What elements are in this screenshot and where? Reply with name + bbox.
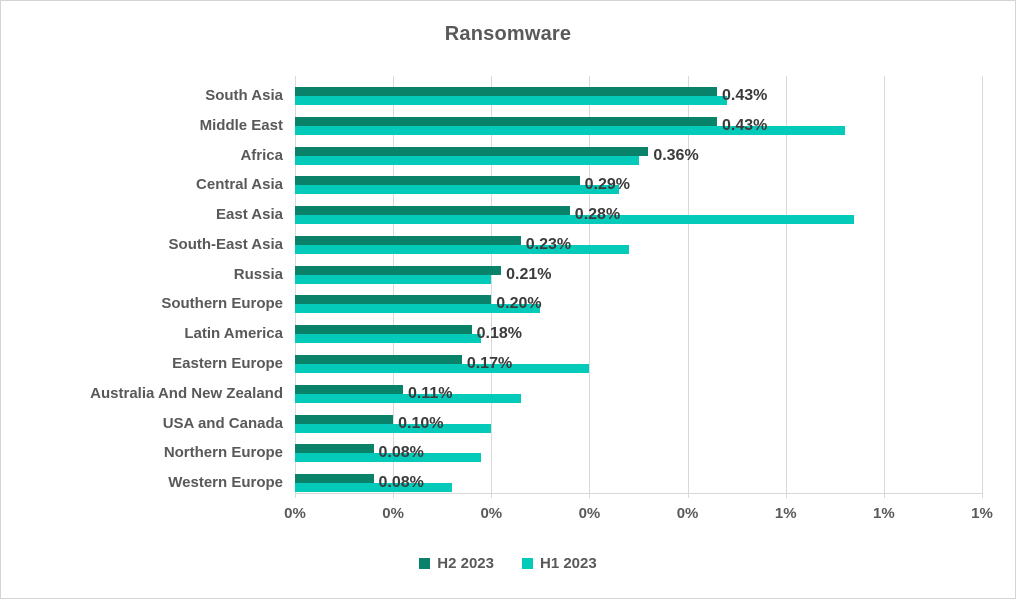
legend: H2 2023 H1 2023 <box>1 555 1015 572</box>
bar-h1-2023-australia-and-new-zealand[interactable] <box>295 393 521 403</box>
bar-h1-2023-central-asia[interactable] <box>295 185 619 195</box>
category-label-western-europe: Western Europe <box>168 474 283 492</box>
x-axis-line <box>295 493 982 494</box>
bar-h2-2023-latin-america[interactable] <box>295 325 472 335</box>
bar-h2-2023-middle-east[interactable] <box>295 116 717 126</box>
category-label-south-east-asia: South-East Asia <box>168 235 283 253</box>
category-label-northern-europe: Northern Europe <box>163 444 283 462</box>
data-label-south-asia: 0.43% <box>722 86 768 104</box>
data-label-central-asia: 0.29% <box>584 176 630 194</box>
bar-h2-2023-east-asia[interactable] <box>295 206 570 216</box>
x-tick-label: 0% <box>480 505 503 522</box>
gridline <box>295 76 296 493</box>
gridline <box>393 76 395 493</box>
axis-tick-mark <box>589 493 591 498</box>
axis-tick-mark <box>295 493 296 498</box>
bar-h1-2023-east-asia[interactable] <box>295 215 855 225</box>
bar-h1-2023-eastern-europe[interactable] <box>295 364 590 374</box>
x-tick-label: 0% <box>578 505 601 522</box>
legend-label: H2 2023 <box>437 555 494 572</box>
bar-h1-2023-africa[interactable] <box>295 155 639 165</box>
bar-h1-2023-south-east-asia[interactable] <box>295 244 629 254</box>
legend-label: H1 2023 <box>540 555 597 572</box>
data-label-latin-america: 0.18% <box>476 325 523 343</box>
bar-h2-2023-south-asia[interactable] <box>295 86 717 96</box>
data-label-eastern-europe: 0.17% <box>466 355 513 373</box>
x-tick-label: 0% <box>676 505 699 522</box>
data-label-western-europe: 0.08% <box>378 474 424 492</box>
axis-tick-mark <box>491 493 493 498</box>
data-label-africa: 0.36% <box>653 146 699 164</box>
gridline <box>589 76 591 493</box>
category-label-usa-and-canada: USA and Canada <box>162 414 283 432</box>
data-label-east-asia: 0.28% <box>574 206 621 224</box>
data-label-usa-and-canada: 0.10% <box>398 414 444 432</box>
category-label-middle-east: Middle East <box>199 116 283 134</box>
legend-swatch-icon <box>522 558 533 569</box>
bar-h1-2023-western-europe[interactable] <box>295 483 453 493</box>
bar-h2-2023-australia-and-new-zealand[interactable] <box>295 384 403 394</box>
axis-tick-mark <box>883 493 885 498</box>
legend-item-h1-2023[interactable]: H1 2023 <box>522 555 597 572</box>
gridline <box>785 76 787 493</box>
bar-h2-2023-russia[interactable] <box>295 265 502 275</box>
category-label-central-asia: Central Asia <box>196 176 283 194</box>
bar-h2-2023-south-east-asia[interactable] <box>295 235 521 245</box>
bar-h2-2023-central-asia[interactable] <box>295 176 580 186</box>
data-label-northern-europe: 0.08% <box>378 444 424 462</box>
axis-tick-mark <box>393 493 395 498</box>
bar-h1-2023-south-asia[interactable] <box>295 95 727 105</box>
axis-tick-mark <box>785 493 787 498</box>
bar-h1-2023-russia[interactable] <box>295 274 492 284</box>
bar-h1-2023-northern-europe[interactable] <box>295 453 482 463</box>
x-tick-label: 0% <box>382 505 404 522</box>
category-label-south-asia: South Asia <box>205 86 283 104</box>
gridline <box>982 76 983 493</box>
data-label-middle-east: 0.43% <box>722 116 768 134</box>
chart-title: Ransomware <box>444 23 572 45</box>
data-label-southern-europe: 0.20% <box>496 295 542 313</box>
data-label-australia-and-new-zealand: 0.11% <box>407 384 453 402</box>
legend-swatch-icon <box>419 558 431 569</box>
bar-h1-2023-latin-america[interactable] <box>295 334 482 344</box>
axis-tick-mark <box>982 493 983 498</box>
category-label-australia-and-new-zealand: Australia And New Zealand <box>90 384 283 402</box>
category-label-southern-europe: Southern Europe <box>161 295 283 313</box>
bar-h1-2023-usa-and-canada[interactable] <box>295 423 492 433</box>
x-tick-label: 1% <box>971 505 993 522</box>
bar-h2-2023-africa[interactable] <box>295 146 649 156</box>
category-label-africa: Africa <box>240 146 283 164</box>
category-label-latin-america: Latin America <box>184 325 283 343</box>
x-tick-label: 1% <box>873 505 895 522</box>
category-label-eastern-europe: Eastern Europe <box>172 355 283 373</box>
bar-h1-2023-middle-east[interactable] <box>295 125 845 135</box>
x-tick-label: 0% <box>284 505 306 522</box>
data-label-south-east-asia: 0.23% <box>525 235 572 253</box>
x-tick-label: 1% <box>774 505 797 522</box>
bar-h2-2023-southern-europe[interactable] <box>295 295 492 305</box>
bar-h2-2023-eastern-europe[interactable] <box>295 355 462 365</box>
bar-h2-2023-northern-europe[interactable] <box>295 444 374 454</box>
category-label-east-asia: East Asia <box>216 206 283 224</box>
category-label-russia: Russia <box>233 265 283 283</box>
bar-h1-2023-southern-europe[interactable] <box>295 304 541 314</box>
data-label-russia: 0.21% <box>506 265 552 283</box>
gridline <box>687 76 689 493</box>
bar-h2-2023-western-europe[interactable] <box>295 474 374 484</box>
bar-h2-2023-usa-and-canada[interactable] <box>295 414 394 424</box>
gridline <box>883 76 885 493</box>
gridline <box>491 76 493 493</box>
legend-item-h2-2023[interactable]: H2 2023 <box>419 555 494 572</box>
axis-tick-mark <box>687 493 689 498</box>
